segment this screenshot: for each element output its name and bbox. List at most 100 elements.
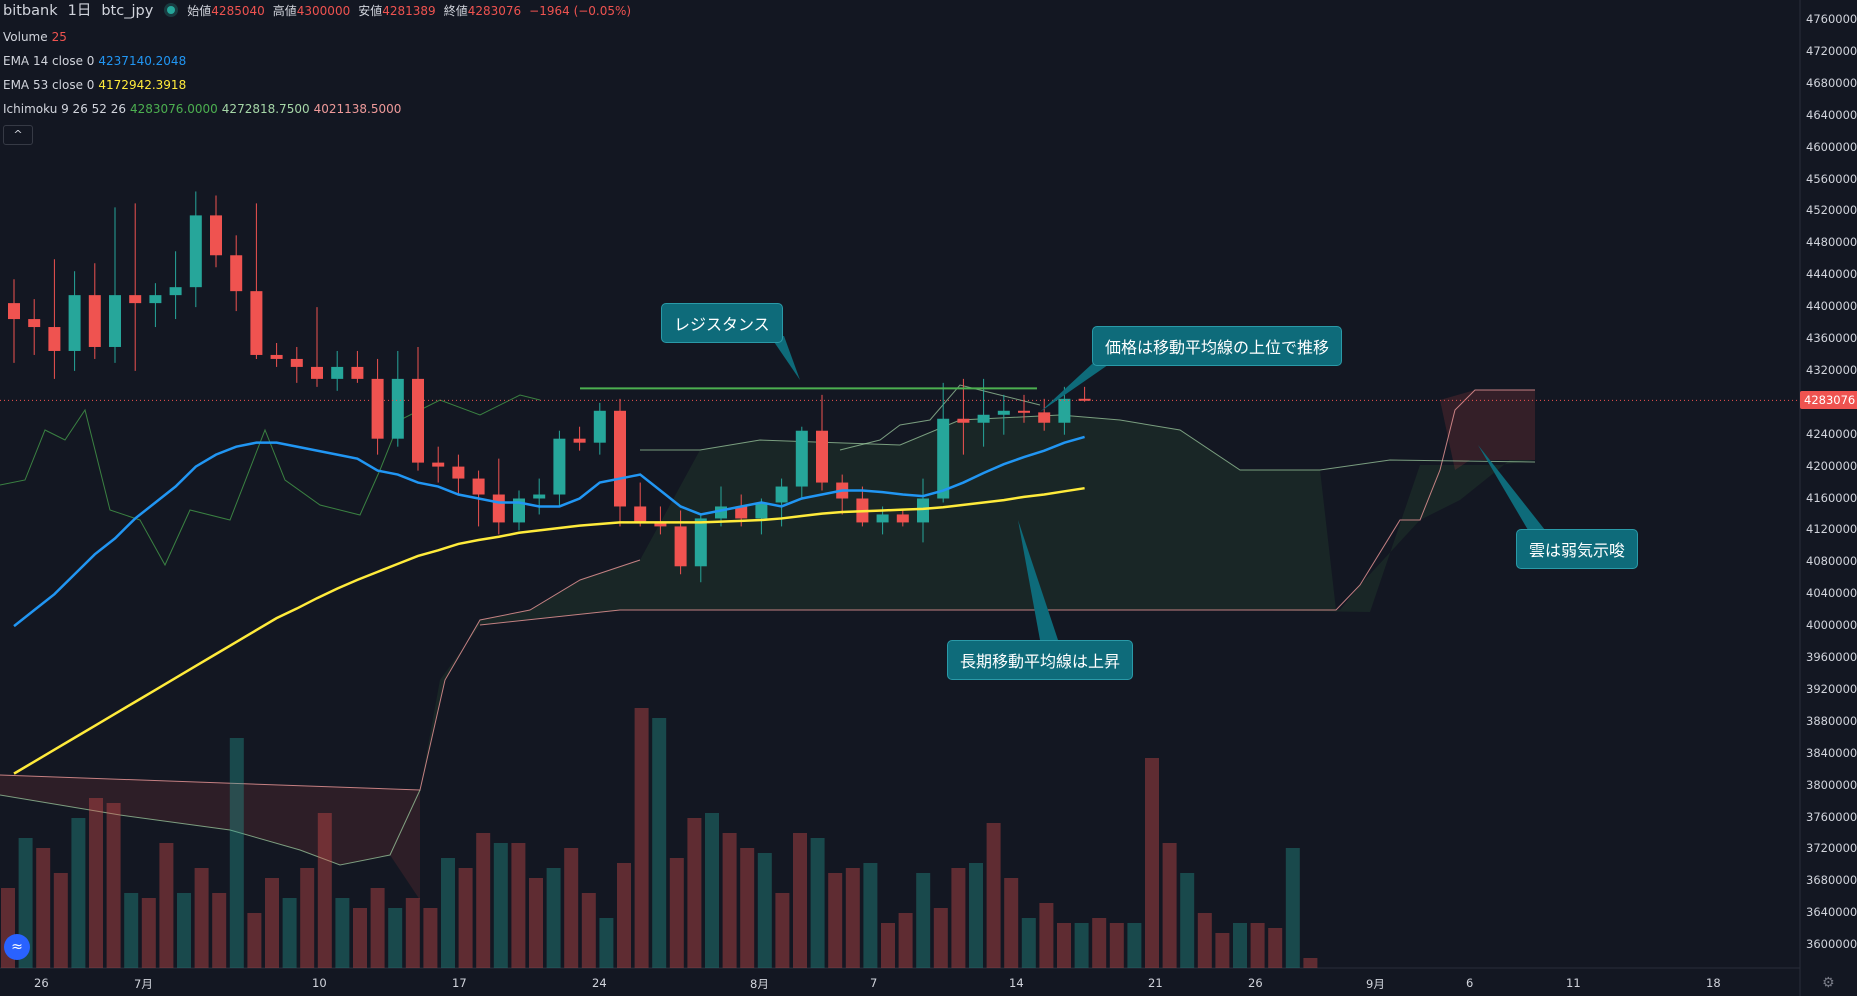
- callout-long-ma-rising[interactable]: 長期移動平均線は上昇: [947, 640, 1134, 680]
- candle-body: [654, 522, 667, 527]
- candle-body: [997, 410, 1010, 415]
- volume-bar: [1074, 923, 1089, 968]
- time-tick-label: 24: [592, 976, 607, 990]
- volume-bar: [828, 873, 843, 968]
- candle-body: [513, 498, 525, 523]
- price-tick-label: 4720000: [1806, 43, 1857, 58]
- price-tick-label: 3840000: [1806, 745, 1857, 760]
- ichimoku-legend[interactable]: Ichimoku 9 26 52 26 4283076.0000 4272818.7…: [3, 101, 405, 117]
- gear-icon[interactable]: ⚙: [1822, 975, 1835, 991]
- volume-bar: [546, 868, 561, 968]
- exchange-name[interactable]: bitbank: [3, 3, 58, 19]
- price-tick-label: 4160000: [1806, 490, 1857, 505]
- chikou-line: [0, 394, 541, 567]
- price-tick-label: 4640000: [1806, 107, 1857, 122]
- candle-body: [28, 319, 41, 328]
- callout-cloud-bearish[interactable]: 雲は弱気示唆: [1516, 529, 1639, 569]
- price-tick-label: 4760000: [1806, 12, 1857, 26]
- price-tick-label: 4200000: [1806, 458, 1857, 473]
- volume-bar: [247, 913, 262, 968]
- low-value: 4281389: [382, 4, 436, 18]
- price-tick-label: 3960000: [1806, 650, 1857, 664]
- volume-bar: [1004, 878, 1019, 968]
- collapse-legend-button[interactable]: ^: [3, 125, 33, 145]
- callout-resistance[interactable]: レジスタンス: [661, 303, 783, 343]
- candle-body: [1038, 412, 1051, 423]
- volume-bar: [617, 863, 631, 968]
- callout-price-above-ma[interactable]: 価格は移動平均線の上位で推移: [1092, 326, 1343, 366]
- ema14-line: [13, 435, 1085, 628]
- candle-body: [634, 506, 647, 523]
- time-tick-label: 10: [312, 976, 327, 990]
- ichimoku-v2: 4272818.7500: [221, 102, 310, 116]
- price-tick-label: 4360000: [1806, 331, 1857, 345]
- candle-body: [775, 486, 788, 503]
- price-tick-label: 4120000: [1806, 522, 1857, 537]
- callout-pointer-cloud: [1478, 445, 1545, 530]
- symbol-name[interactable]: btc_jpy: [101, 3, 154, 19]
- volume-bar: [845, 868, 860, 968]
- price-tick-label: 4320000: [1806, 362, 1857, 377]
- volume-bars: [1, 708, 1318, 968]
- candle-body: [694, 518, 707, 567]
- volume-bar: [1180, 873, 1195, 968]
- candle-body: [331, 366, 344, 379]
- time-tick-label: 17: [452, 976, 467, 990]
- volume-bar: [722, 833, 737, 968]
- tradingview-logo-icon[interactable]: ≈: [4, 934, 30, 960]
- time-tick-label: 26: [34, 976, 49, 990]
- volume-bar: [511, 843, 526, 968]
- cloud-future-area: [1440, 390, 1535, 470]
- volume-bar: [71, 818, 86, 968]
- volume-bar: [317, 813, 332, 968]
- ema53-line: [13, 486, 1085, 775]
- volume-bar: [1250, 923, 1265, 968]
- candle-body: [957, 418, 970, 423]
- volume-bar: [388, 908, 403, 968]
- volume-bar: [1039, 903, 1054, 968]
- ema14-label: EMA 14 close 0: [3, 54, 95, 68]
- volume-bar: [335, 898, 350, 968]
- tenkan-line: [839, 384, 1041, 451]
- high-value: 4300000: [296, 4, 351, 18]
- candle-body: [614, 410, 626, 507]
- callout-pointer-long-ma: [1018, 520, 1058, 640]
- volume-bar: [159, 843, 174, 968]
- candle-body: [88, 295, 101, 347]
- volume-bar: [529, 878, 543, 968]
- price-tick-label: 4600000: [1806, 139, 1857, 154]
- candle-body: [715, 506, 727, 519]
- time-tick-label: 11: [1566, 976, 1581, 990]
- price-tick-label: 3920000: [1806, 681, 1857, 696]
- ema53-legend[interactable]: EMA 53 close 0 4172942.3918: [3, 77, 190, 93]
- candle-body: [452, 466, 465, 479]
- volume-bar: [89, 798, 103, 968]
- volume-bar: [1197, 913, 1212, 968]
- ichimoku-v3: 4021138.5000: [313, 102, 402, 116]
- volume-bar: [669, 858, 684, 968]
- candle-body: [412, 378, 424, 463]
- candle-body: [977, 414, 990, 423]
- candle-body: [391, 378, 404, 439]
- candle-body: [210, 215, 222, 256]
- volume-bar: [124, 893, 139, 968]
- volume-bar: [106, 803, 121, 968]
- candle-body: [371, 378, 384, 439]
- ema14-legend[interactable]: EMA 14 close 0 4237140.2048: [3, 53, 190, 69]
- volume-bar: [405, 898, 420, 968]
- candle-body: [109, 295, 121, 347]
- volume-legend[interactable]: Volume 25: [3, 29, 71, 45]
- volume-bar: [687, 818, 702, 968]
- volume-bar: [1057, 923, 1071, 968]
- price-tick-label: 4440000: [1806, 267, 1857, 282]
- interval[interactable]: 1日: [67, 3, 92, 19]
- market-status-icon: [167, 6, 176, 14]
- volume-bar: [493, 843, 508, 968]
- volume-bar: [986, 823, 1001, 968]
- volume-bar: [969, 863, 983, 968]
- volume-bar: [1303, 958, 1318, 968]
- last-price-tag: 4283076: [1800, 391, 1857, 410]
- volume-bar: [793, 833, 807, 968]
- candle-body: [593, 410, 606, 443]
